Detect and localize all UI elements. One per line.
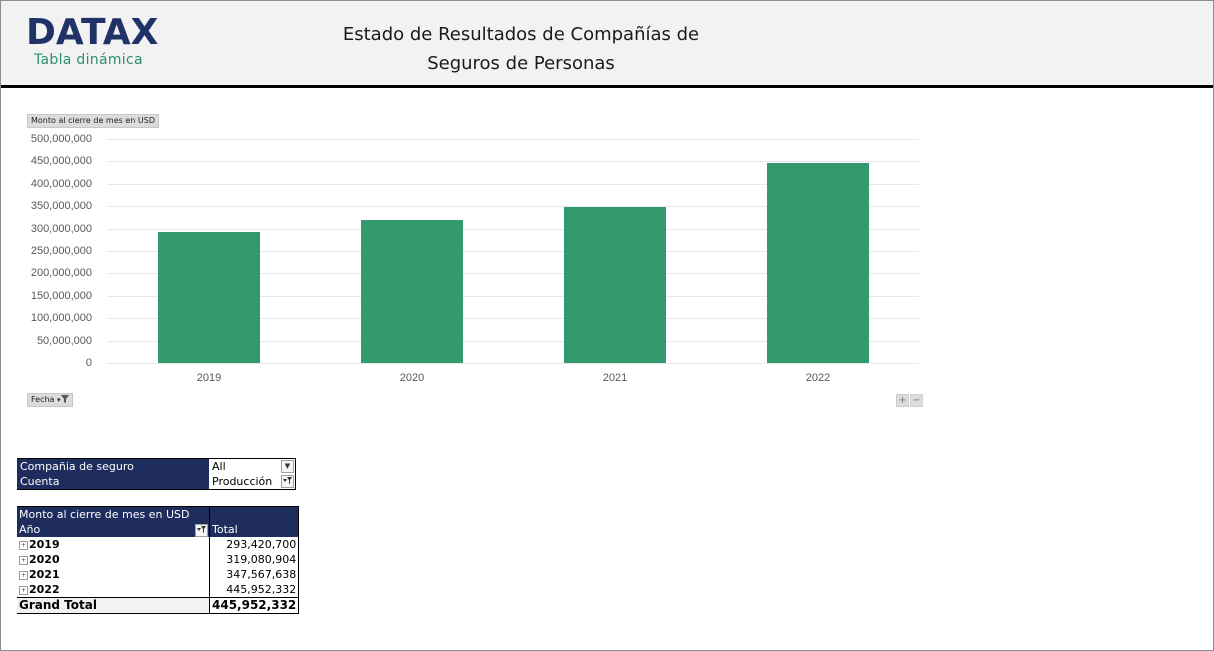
year-label: 2021 xyxy=(29,568,60,581)
bar-2019[interactable] xyxy=(158,232,260,363)
y-tick-label: 50,000,000 xyxy=(36,335,92,347)
pivot-header-row: Monto al cierre de mes en USD xyxy=(17,506,300,522)
gridline xyxy=(107,318,919,319)
x-tick-label: 2019 xyxy=(196,372,222,384)
bar-2022[interactable] xyxy=(767,163,869,363)
bar-2021[interactable] xyxy=(564,207,666,363)
expand-icon[interactable]: + xyxy=(19,586,28,595)
measure-header-blank xyxy=(208,506,300,522)
pivot-row-value: 347,567,638 xyxy=(208,567,300,582)
minus-icon: − xyxy=(912,395,921,406)
y-tick-label: 350,000,000 xyxy=(30,200,92,212)
pivot-row: +2021 347,567,638 xyxy=(17,567,300,582)
gridline xyxy=(107,229,919,230)
gridline xyxy=(107,161,919,162)
pivot-row-label: +2019 xyxy=(17,537,210,552)
pivot-row: +2019 293,420,700 xyxy=(17,537,300,552)
gridline xyxy=(107,296,919,297)
page-header: DATAX Tabla dinámica Estado de Resultado… xyxy=(1,1,1213,88)
pivot-row-label: +2021 xyxy=(17,567,210,582)
gridline xyxy=(107,363,919,364)
value-header: Total xyxy=(208,522,300,537)
measure-header: Monto al cierre de mes en USD xyxy=(17,506,210,522)
page-title: Estado de Resultados de Compañías de Seg… xyxy=(321,20,721,78)
gridline xyxy=(107,341,919,342)
filter-label: Cuenta xyxy=(17,474,209,490)
expand-field-button[interactable]: + xyxy=(896,394,909,407)
y-tick-label: 150,000,000 xyxy=(30,290,92,302)
pivot-table: Monto al cierre de mes en USD Año Total … xyxy=(17,506,300,614)
x-tick-label: 2020 xyxy=(399,372,425,384)
pivot-row-label: +2022 xyxy=(17,582,210,598)
filter-dropdown-icon: ▾ xyxy=(57,395,69,404)
dropdown-arrow-icon[interactable]: ▼ xyxy=(281,460,294,473)
row-header-label: Año xyxy=(19,523,41,536)
y-tick-label: 250,000,000 xyxy=(30,245,92,257)
company-filter-dropdown[interactable]: All ▼ xyxy=(209,458,296,474)
pivot-row: +2022 445,952,332 xyxy=(17,582,300,598)
pivot-row-value: 319,080,904 xyxy=(208,552,300,567)
filter-row-account: Cuenta Producción xyxy=(17,474,296,490)
gridline xyxy=(107,206,919,207)
filter-applied-icon[interactable] xyxy=(281,475,294,488)
account-filter-dropdown[interactable]: Producción xyxy=(209,474,296,490)
grand-total-value: 445,952,332 xyxy=(208,597,300,614)
gridline xyxy=(107,273,919,274)
filter-value: All xyxy=(212,460,226,473)
y-tick-label: 100,000,000 xyxy=(30,312,92,324)
expand-icon[interactable]: + xyxy=(19,571,28,580)
y-tick-label: 400,000,000 xyxy=(30,178,92,190)
y-tick-label: 200,000,000 xyxy=(30,267,92,279)
year-label: 2020 xyxy=(29,553,60,566)
filter-row-company: Compañia de seguro All ▼ xyxy=(17,458,296,474)
collapse-field-button[interactable]: − xyxy=(910,394,923,407)
x-tick-label: 2021 xyxy=(602,372,628,384)
expand-icon[interactable]: + xyxy=(19,541,28,550)
y-tick-label: 0 xyxy=(85,357,92,369)
y-tick-label: 500,000,000 xyxy=(30,133,92,145)
logo-subtitle: Tabla dinámica xyxy=(34,52,143,68)
fecha-field-button[interactable]: Fecha ▾ xyxy=(27,393,73,407)
pivot-row-label: +2020 xyxy=(17,552,210,567)
filter-label: Compañia de seguro xyxy=(17,458,209,474)
filter-value: Producción xyxy=(212,475,273,488)
year-label: 2022 xyxy=(29,583,60,596)
page-title-line2: Seguros de Personas xyxy=(427,53,615,74)
plus-icon: + xyxy=(898,395,907,406)
gridline xyxy=(107,184,919,185)
measure-field-button[interactable]: Monto al cierre de mes en USD xyxy=(27,114,159,128)
y-tick-label: 300,000,000 xyxy=(30,223,92,235)
pivot-column-header-row: Año Total xyxy=(17,522,300,537)
page-title-line1: Estado de Resultados de Compañías de xyxy=(342,24,700,45)
gridline xyxy=(107,251,919,252)
x-tick-label: 2022 xyxy=(805,372,831,384)
pivot-body: +2019 293,420,700 +2020 319,080,904 +2021 347… xyxy=(17,537,300,598)
grand-total-row: Grand Total 445,952,332 xyxy=(17,597,300,614)
gridline xyxy=(107,139,919,140)
expand-icon[interactable]: + xyxy=(19,556,28,565)
bar-2020[interactable] xyxy=(361,220,463,363)
report-filters: Compañia de seguro All ▼ Cuenta Producci… xyxy=(17,458,296,490)
pivot-row-value: 445,952,332 xyxy=(208,582,300,598)
pivot-row: +2020 319,080,904 xyxy=(17,552,300,567)
fecha-field-label: Fecha xyxy=(31,395,55,404)
grand-total-label: Grand Total xyxy=(17,597,210,614)
year-label: 2019 xyxy=(29,538,60,551)
datax-logo: DATAX xyxy=(26,12,159,53)
row-filter-applied-icon[interactable] xyxy=(195,524,208,537)
pivot-row-value: 293,420,700 xyxy=(208,537,300,552)
y-tick-label: 450,000,000 xyxy=(30,155,92,167)
row-header: Año xyxy=(17,522,210,537)
